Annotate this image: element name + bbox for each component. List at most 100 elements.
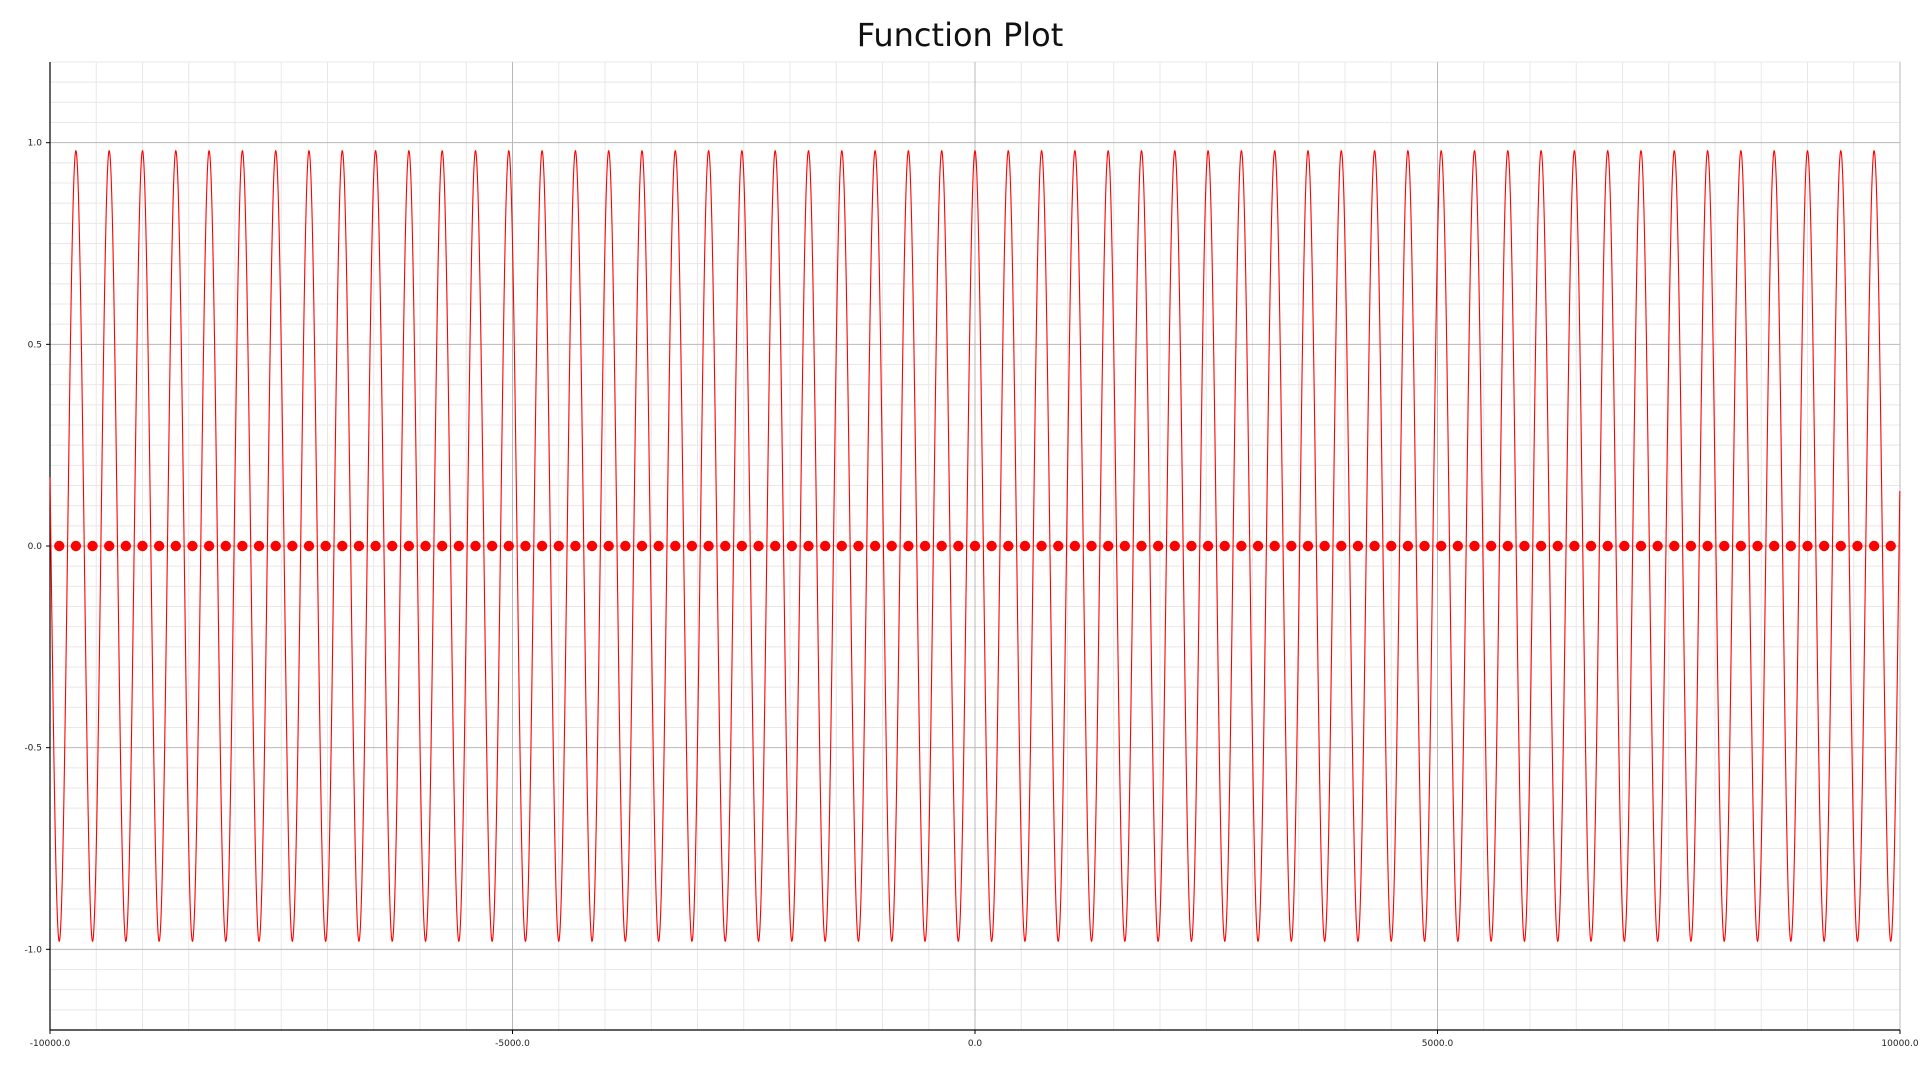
- y-tick-label: 1.0: [28, 139, 43, 149]
- data-point-marker: [686, 540, 698, 552]
- chart-title: Function Plot: [856, 16, 1064, 54]
- x-tick-label: 5000.0: [1422, 1039, 1454, 1049]
- data-point-marker: [1019, 540, 1031, 552]
- data-point-marker: [1885, 540, 1896, 552]
- data-point-marker: [536, 540, 548, 552]
- data-point-marker: [869, 540, 881, 552]
- y-tick-label: -0.5: [24, 744, 42, 754]
- data-point-marker: [353, 540, 365, 552]
- data-point-marker: [337, 540, 348, 552]
- data-point-marker: [1086, 540, 1097, 552]
- data-point-marker: [786, 540, 798, 552]
- y-tick-label: 0.0: [28, 542, 43, 552]
- data-point-marker: [1835, 540, 1847, 552]
- data-point-marker: [1269, 540, 1280, 552]
- data-point-marker: [703, 540, 714, 552]
- data-point-marker: [120, 540, 132, 552]
- data-point-marker: [1769, 540, 1780, 552]
- data-point-marker: [803, 540, 814, 552]
- data-point-marker: [720, 540, 731, 552]
- data-point-marker: [1319, 540, 1330, 552]
- data-point-marker: [1419, 540, 1430, 552]
- data-point-marker: [1152, 540, 1164, 552]
- data-point-marker: [1802, 540, 1813, 552]
- data-point-marker: [1552, 540, 1563, 552]
- data-point-marker: [403, 540, 415, 552]
- data-point-marker: [520, 540, 531, 552]
- data-point-marker: [270, 540, 281, 552]
- data-point-marker: [1036, 540, 1047, 552]
- data-point-marker: [1386, 540, 1397, 552]
- data-point-marker: [1402, 540, 1414, 552]
- data-point-marker: [1535, 540, 1547, 552]
- data-point-marker: [770, 540, 781, 552]
- data-point-marker: [570, 540, 581, 552]
- marker-group: [54, 540, 1896, 552]
- data-point-marker: [203, 540, 215, 552]
- data-point-marker: [1186, 540, 1197, 552]
- data-point-marker: [936, 540, 947, 552]
- data-point-marker: [969, 540, 981, 552]
- data-point-marker: [1302, 540, 1314, 552]
- data-point-marker: [303, 540, 315, 552]
- data-point-marker: [104, 540, 115, 552]
- data-point-marker: [387, 540, 398, 552]
- function-curve: [49, 149, 1901, 943]
- data-point-marker: [70, 540, 82, 552]
- data-point-marker: [1702, 540, 1713, 552]
- data-point-marker: [819, 540, 831, 552]
- data-point-marker: [1169, 540, 1181, 552]
- data-point-marker: [1685, 540, 1697, 552]
- data-point-marker: [603, 540, 614, 552]
- data-point-marker: [670, 540, 681, 552]
- data-point-marker: [1868, 540, 1880, 552]
- data-point-marker: [1286, 540, 1297, 552]
- data-point-marker: [1436, 540, 1447, 552]
- data-point-marker: [853, 540, 864, 552]
- x-tick-label: 0.0: [968, 1039, 983, 1049]
- data-point-marker: [919, 540, 931, 552]
- x-tick-label: -5000.0: [495, 1039, 530, 1049]
- data-point-marker: [586, 540, 598, 552]
- data-point-marker: [1369, 540, 1380, 552]
- data-point-marker: [1069, 540, 1081, 552]
- data-point-marker: [636, 540, 648, 552]
- data-point-marker: [1452, 540, 1464, 552]
- data-point-marker: [886, 540, 897, 552]
- data-point-marker: [503, 540, 514, 552]
- data-point-marker: [470, 540, 481, 552]
- data-point-marker: [370, 540, 381, 552]
- y-tick-label: -1.0: [24, 945, 42, 955]
- data-point-marker: [253, 540, 265, 552]
- data-point-marker: [153, 540, 165, 552]
- data-point-marker: [1785, 540, 1797, 552]
- data-point-marker: [1202, 540, 1214, 552]
- data-point-marker: [620, 540, 631, 552]
- data-point-marker: [1352, 540, 1364, 552]
- data-point-marker: [953, 540, 964, 552]
- data-point-marker: [1219, 540, 1230, 552]
- tick-labels: -10000.0 -5000.0 0.0 5000.0 10000.0 1.0 0.5 0.0…: [24, 139, 1918, 1049]
- function-curve-group: [49, 149, 1901, 943]
- data-point-marker: [1569, 540, 1580, 552]
- data-point-marker: [420, 540, 431, 552]
- data-point-marker: [320, 540, 331, 552]
- data-point-marker: [836, 540, 847, 552]
- data-point-marker: [453, 540, 465, 552]
- data-point-marker: [1619, 540, 1630, 552]
- data-point-marker: [1336, 540, 1347, 552]
- data-point-marker: [736, 540, 748, 552]
- data-point-marker: [187, 540, 198, 552]
- data-point-marker: [1236, 540, 1247, 552]
- data-point-marker: [1519, 540, 1530, 552]
- data-point-marker: [903, 540, 914, 552]
- data-point-marker: [1003, 540, 1014, 552]
- data-point-marker: [287, 540, 298, 552]
- data-point-marker: [1719, 540, 1730, 552]
- data-point-marker: [1585, 540, 1597, 552]
- data-point-marker: [1635, 540, 1647, 552]
- data-point-marker: [237, 540, 248, 552]
- data-point-marker: [1485, 540, 1497, 552]
